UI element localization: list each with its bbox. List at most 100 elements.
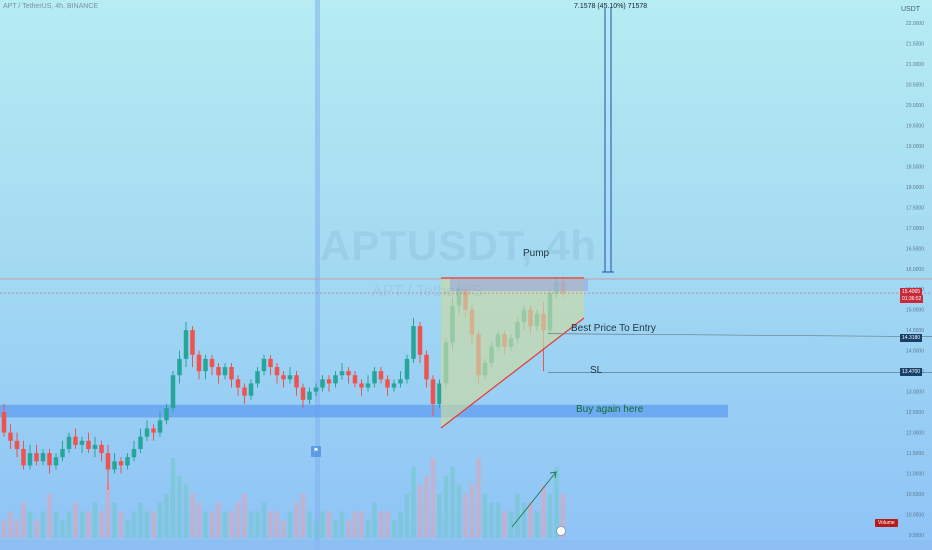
volume-bar [391, 520, 397, 538]
volume-bar [14, 520, 20, 538]
candle-body [398, 379, 403, 384]
price-axis-unit[interactable]: USDT [900, 6, 920, 13]
volume-bar [53, 511, 59, 538]
candle-body [60, 448, 65, 458]
candle-body [346, 371, 351, 376]
price-tick-label: 17.5000 [906, 205, 924, 211]
candle-body [73, 436, 78, 445]
volume-bar [430, 458, 436, 538]
volume-trend-arrowhead [549, 471, 557, 479]
candle-body [144, 428, 150, 437]
volume-bar [294, 502, 299, 538]
volume-bar [34, 520, 39, 538]
volume-bar [281, 520, 286, 538]
price-tick-label: 16.5000 [906, 246, 924, 252]
volume-bar [359, 511, 364, 538]
price-tick-label: 15.0000 [906, 308, 924, 314]
volume-bar [528, 502, 533, 538]
volume-bar [547, 493, 553, 538]
pump-label[interactable]: Pump [523, 248, 550, 259]
candle-body [203, 358, 208, 372]
candle-body [261, 358, 267, 372]
volume-bar [333, 520, 338, 538]
volume-bar [437, 493, 442, 538]
candle-body [34, 453, 39, 462]
price-tick-label: 11.5000 [906, 451, 924, 457]
volume-bar [378, 511, 384, 538]
buy-again-label[interactable]: Buy again here [576, 404, 644, 415]
volume-bar [365, 520, 371, 538]
volume-bar [443, 475, 449, 538]
volume-trend-arrow [511, 471, 557, 528]
price-tick-label: 17.0000 [906, 226, 924, 232]
volume-bar [274, 511, 280, 538]
candle-body [151, 428, 156, 433]
current-price-tag: 15.4065 [900, 288, 923, 296]
volume-bar [60, 520, 65, 538]
volume-bar [27, 511, 33, 538]
price-tick-label: 14.0000 [906, 349, 924, 355]
volume-bar [450, 466, 455, 538]
candle-body [222, 367, 228, 376]
candle-body [287, 375, 293, 380]
volume-bar [255, 511, 260, 538]
volume-bar [177, 475, 182, 538]
volume-bar [79, 511, 85, 538]
candle-body [326, 379, 332, 384]
volume-bar [560, 493, 566, 538]
volume-badge[interactable]: Volume [875, 519, 898, 527]
price-tick-label: 19.5000 [906, 123, 924, 129]
volume-bar [268, 511, 273, 538]
volume-bar [242, 493, 247, 538]
volume-bar [138, 502, 143, 538]
volume-bar [495, 502, 501, 538]
volume-bar [144, 511, 150, 538]
candle-body [313, 387, 319, 392]
volume-bar [1, 520, 7, 538]
volume-bar [216, 502, 221, 538]
volume-bar [105, 484, 111, 538]
candle-body [216, 367, 221, 376]
price-tick-label: 13.0000 [906, 390, 924, 396]
volume-bar [125, 520, 130, 538]
candle-body [66, 436, 72, 449]
candle-body [274, 367, 280, 376]
candle-body [391, 383, 397, 388]
best-entry-label[interactable]: Best Price To Entry [571, 323, 656, 334]
bar-countdown-tag: 01:36:52 [900, 295, 924, 303]
candle-body [333, 375, 338, 384]
volume-bar [164, 493, 169, 538]
sl-label[interactable]: SL [590, 365, 603, 376]
volume-bar [456, 484, 462, 538]
volume-bar [209, 511, 215, 538]
supply-zone-rect [450, 279, 588, 291]
price-tick-label: 21.5000 [906, 41, 924, 47]
candle-body [118, 461, 124, 466]
flag-icon[interactable]: ⚑ [311, 446, 321, 457]
volume-bar [66, 511, 72, 538]
replay-icon[interactable] [556, 526, 566, 536]
candle-body [183, 330, 189, 359]
volume-bar [469, 484, 475, 538]
candle-body [196, 354, 202, 372]
volume-bar [300, 493, 306, 538]
candle-body [352, 375, 358, 384]
triangle-fill [441, 278, 584, 428]
candle-body [157, 420, 163, 433]
price-tick-label: 12.0000 [906, 431, 924, 437]
volume-bar [183, 484, 189, 538]
price-tick-label: 11.0000 [906, 472, 924, 478]
price-tick-label: 14.5000 [906, 328, 924, 334]
candle-body [307, 391, 312, 400]
candle-body [339, 371, 345, 376]
volume-bar [196, 502, 202, 538]
volume-bar [339, 511, 345, 538]
candle-body [437, 383, 442, 404]
volume-bar [424, 475, 429, 538]
candle-body [53, 457, 59, 466]
volume-bar [398, 511, 403, 538]
volume-bar [508, 511, 514, 538]
triangle-bottom-line [440, 317, 585, 429]
candle-body [424, 354, 429, 380]
